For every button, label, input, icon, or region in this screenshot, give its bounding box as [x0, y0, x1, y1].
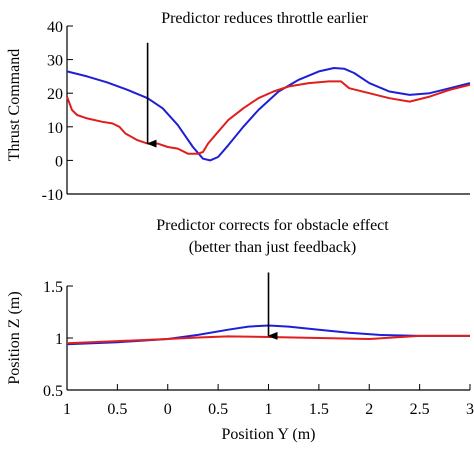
series-line-red — [66, 80, 471, 155]
annotation-text: Predictor reduces throttle earlier — [161, 10, 368, 27]
y-tick-label: 0.5 — [43, 383, 63, 400]
y-axis-label: Thrust Command — [6, 49, 23, 161]
y-tick-label: 1 — [55, 331, 63, 348]
annotation-text-line: Predictor corrects for obstacle effect — [156, 217, 389, 234]
x-tick-label: 0 — [164, 401, 172, 418]
y-axis-label: Position Z (m) — [6, 291, 23, 384]
y-tick-label: 0 — [55, 153, 63, 170]
x-tick-label: 2.5 — [410, 401, 430, 418]
y-tick-label: 10 — [47, 120, 63, 137]
x-tick-label: 1 — [265, 401, 273, 418]
x-tick-label: 1.5 — [309, 401, 329, 418]
series-line-red — [66, 334, 470, 345]
thrust-panel: -10 0 10 20 30 40 Thrust Command Predictor redu… — [6, 10, 471, 204]
x-tick-label: 3 — [466, 401, 474, 418]
annotation-text-line: (better than just feedback) — [189, 239, 356, 256]
series-line-blue — [66, 67, 471, 162]
y-tick-label: 20 — [47, 86, 63, 103]
x-axis-label: Position Y (m) — [222, 426, 316, 443]
y-tick-label: -10 — [42, 187, 63, 204]
x-tick-label: 0.5 — [107, 401, 127, 418]
y-tick-label: 1.5 — [43, 279, 63, 296]
y-tick-label: 30 — [47, 53, 63, 70]
x-tick-label: 1 — [63, 401, 71, 418]
x-tick-label: 2 — [365, 401, 373, 418]
x-tick-label: 0.5 — [208, 401, 228, 418]
y-tick-label: 40 — [47, 19, 63, 36]
